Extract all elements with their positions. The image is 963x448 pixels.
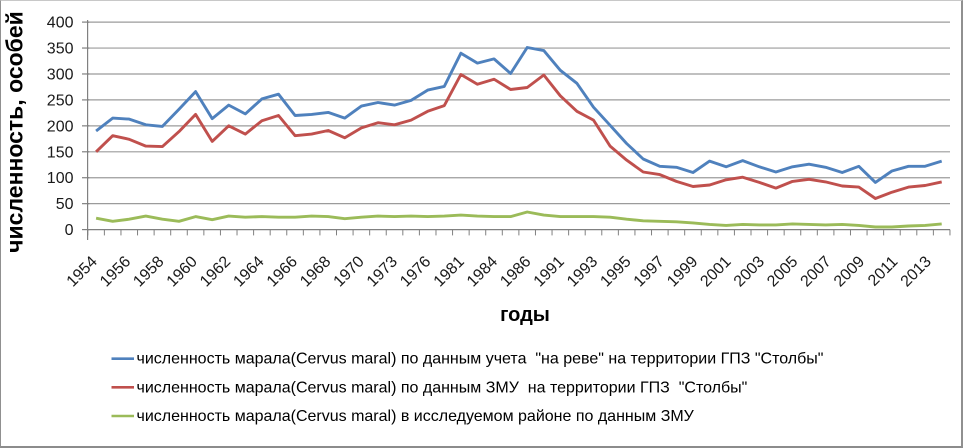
svg-text:годы: годы <box>500 304 550 326</box>
svg-text:численность, особей: численность, особей <box>2 11 28 253</box>
svg-text:численность марала(Cervus mara: численность марала(Cervus maral) по данн… <box>137 379 748 396</box>
svg-text:400: 400 <box>47 15 74 32</box>
svg-text:0: 0 <box>65 222 74 239</box>
svg-text:50: 50 <box>56 196 74 213</box>
svg-text:250: 250 <box>47 92 74 109</box>
svg-text:численность марала(Cervus mara: численность марала(Cervus maral) по данн… <box>137 351 824 368</box>
svg-text:100: 100 <box>47 170 74 187</box>
svg-text:150: 150 <box>47 144 74 161</box>
svg-text:300: 300 <box>47 66 74 83</box>
svg-text:200: 200 <box>47 118 74 135</box>
svg-text:350: 350 <box>47 41 74 58</box>
svg-text:численность марала(Cervus mara: численность марала(Cervus maral) в иссле… <box>137 408 695 425</box>
